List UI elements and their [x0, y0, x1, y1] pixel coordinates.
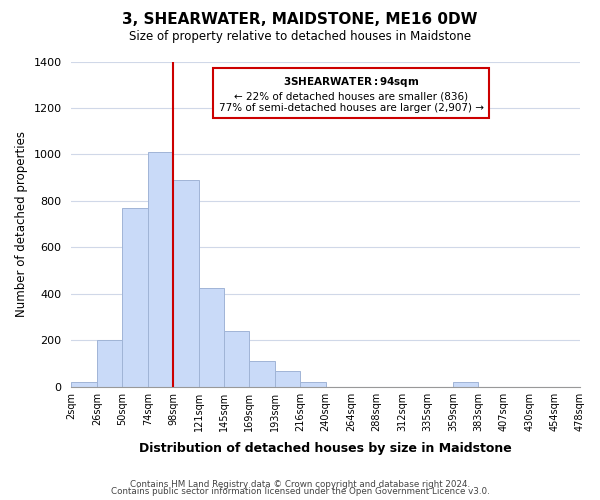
Bar — [300, 382, 326, 387]
Text: Contains public sector information licensed under the Open Government Licence v3: Contains public sector information licen… — [110, 488, 490, 496]
Text: 3, SHEARWATER, MAIDSTONE, ME16 0DW: 3, SHEARWATER, MAIDSTONE, ME16 0DW — [122, 12, 478, 28]
Bar — [71, 382, 97, 387]
Bar — [148, 152, 173, 387]
Bar — [275, 370, 300, 387]
Bar — [199, 288, 224, 387]
Bar — [173, 180, 199, 387]
Text: $\bf{3 SHEARWATER: 94sqm}$
← 22% of detached houses are smaller (836)
77% of sem: $\bf{3 SHEARWATER: 94sqm}$ ← 22% of deta… — [218, 76, 484, 112]
Bar — [97, 340, 122, 387]
X-axis label: Distribution of detached houses by size in Maidstone: Distribution of detached houses by size … — [139, 442, 512, 455]
Text: Size of property relative to detached houses in Maidstone: Size of property relative to detached ho… — [129, 30, 471, 43]
Bar — [453, 382, 478, 387]
Y-axis label: Number of detached properties: Number of detached properties — [15, 131, 28, 317]
Bar — [250, 361, 275, 387]
Text: Contains HM Land Registry data © Crown copyright and database right 2024.: Contains HM Land Registry data © Crown c… — [130, 480, 470, 489]
Bar — [224, 331, 250, 387]
Bar — [122, 208, 148, 387]
